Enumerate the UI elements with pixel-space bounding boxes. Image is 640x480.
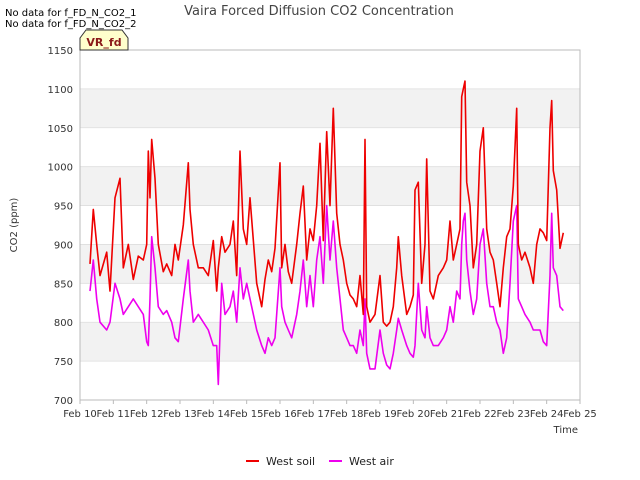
x-tick-label-1: Feb 11 xyxy=(97,409,131,420)
x-tick-label-12: Feb 22 xyxy=(463,409,497,420)
badge-shape xyxy=(79,29,129,51)
legend-label-west-soil: West soil xyxy=(266,455,315,468)
x-tick-label-9: Feb 19 xyxy=(363,409,397,420)
y-tick-label-1050: 1050 xyxy=(48,124,73,135)
y-tick-label-1150: 1150 xyxy=(48,46,73,57)
series-lines xyxy=(89,80,565,386)
y-tick-label-800: 800 xyxy=(54,318,73,329)
no-data-notice-2: No data for f_FD_N_CO2_2 xyxy=(5,19,137,30)
no-data-notice-1: No data for f_FD_N_CO2_1 xyxy=(5,8,137,19)
y-tick-label-1100: 1100 xyxy=(48,85,73,96)
x-tick-label-10: Feb 20 xyxy=(397,409,431,420)
x-tick-label-8: Feb 18 xyxy=(330,409,364,420)
x-tick-label-11: Feb 21 xyxy=(430,409,464,420)
x-axis-label: Time xyxy=(553,425,578,436)
y-axis-ticks: 700 750 800 850 900 950 1000 1050 1100 1150 xyxy=(48,46,73,407)
x-tick-label-7: Feb 17 xyxy=(297,409,331,420)
plot-area-frame xyxy=(79,49,581,401)
x-tick-label-6: Feb 16 xyxy=(263,409,297,420)
x-tick-label-14: Feb 24 xyxy=(530,409,564,420)
series-line-west-air xyxy=(89,204,564,386)
y-tick-label-850: 850 xyxy=(54,279,73,290)
y-axis-label: CO2 (ppm) xyxy=(9,198,20,253)
series-line-west-soil xyxy=(89,80,565,327)
background-bands xyxy=(80,88,580,362)
band-750 xyxy=(80,322,580,362)
band-1050 xyxy=(80,88,580,128)
y-tick-label-750: 750 xyxy=(54,357,73,368)
legend-label-west-air: West air xyxy=(349,455,394,468)
badge-label: VR_fd xyxy=(86,36,121,49)
x-tick-label-5: Feb 15 xyxy=(230,409,264,420)
chart-title: Vaira Forced Diffusion CO2 Concentration xyxy=(184,4,454,19)
x-tick-label-0: Feb 10 xyxy=(63,409,97,420)
x-tick-label-13: Feb 23 xyxy=(497,409,531,420)
vr-fd-badge: VR_fd xyxy=(79,29,129,51)
x-axis-ticks: Feb 10 Feb 11 Feb 12 Feb 13 Feb 14 Feb 15 Feb … xyxy=(63,400,597,420)
x-tick-label-3: Feb 13 xyxy=(163,409,197,420)
x-tick-label-4: Feb 14 xyxy=(197,409,231,420)
legend: West soil West air xyxy=(246,455,394,468)
y-tick-label-700: 700 xyxy=(54,396,73,407)
y-tick-label-1000: 1000 xyxy=(48,163,73,174)
x-tick-label-2: Feb 12 xyxy=(130,409,164,420)
x-tick-label-15: Feb 25 xyxy=(563,409,597,420)
y-tick-label-900: 900 xyxy=(54,240,73,251)
y-tick-label-950: 950 xyxy=(54,202,73,213)
